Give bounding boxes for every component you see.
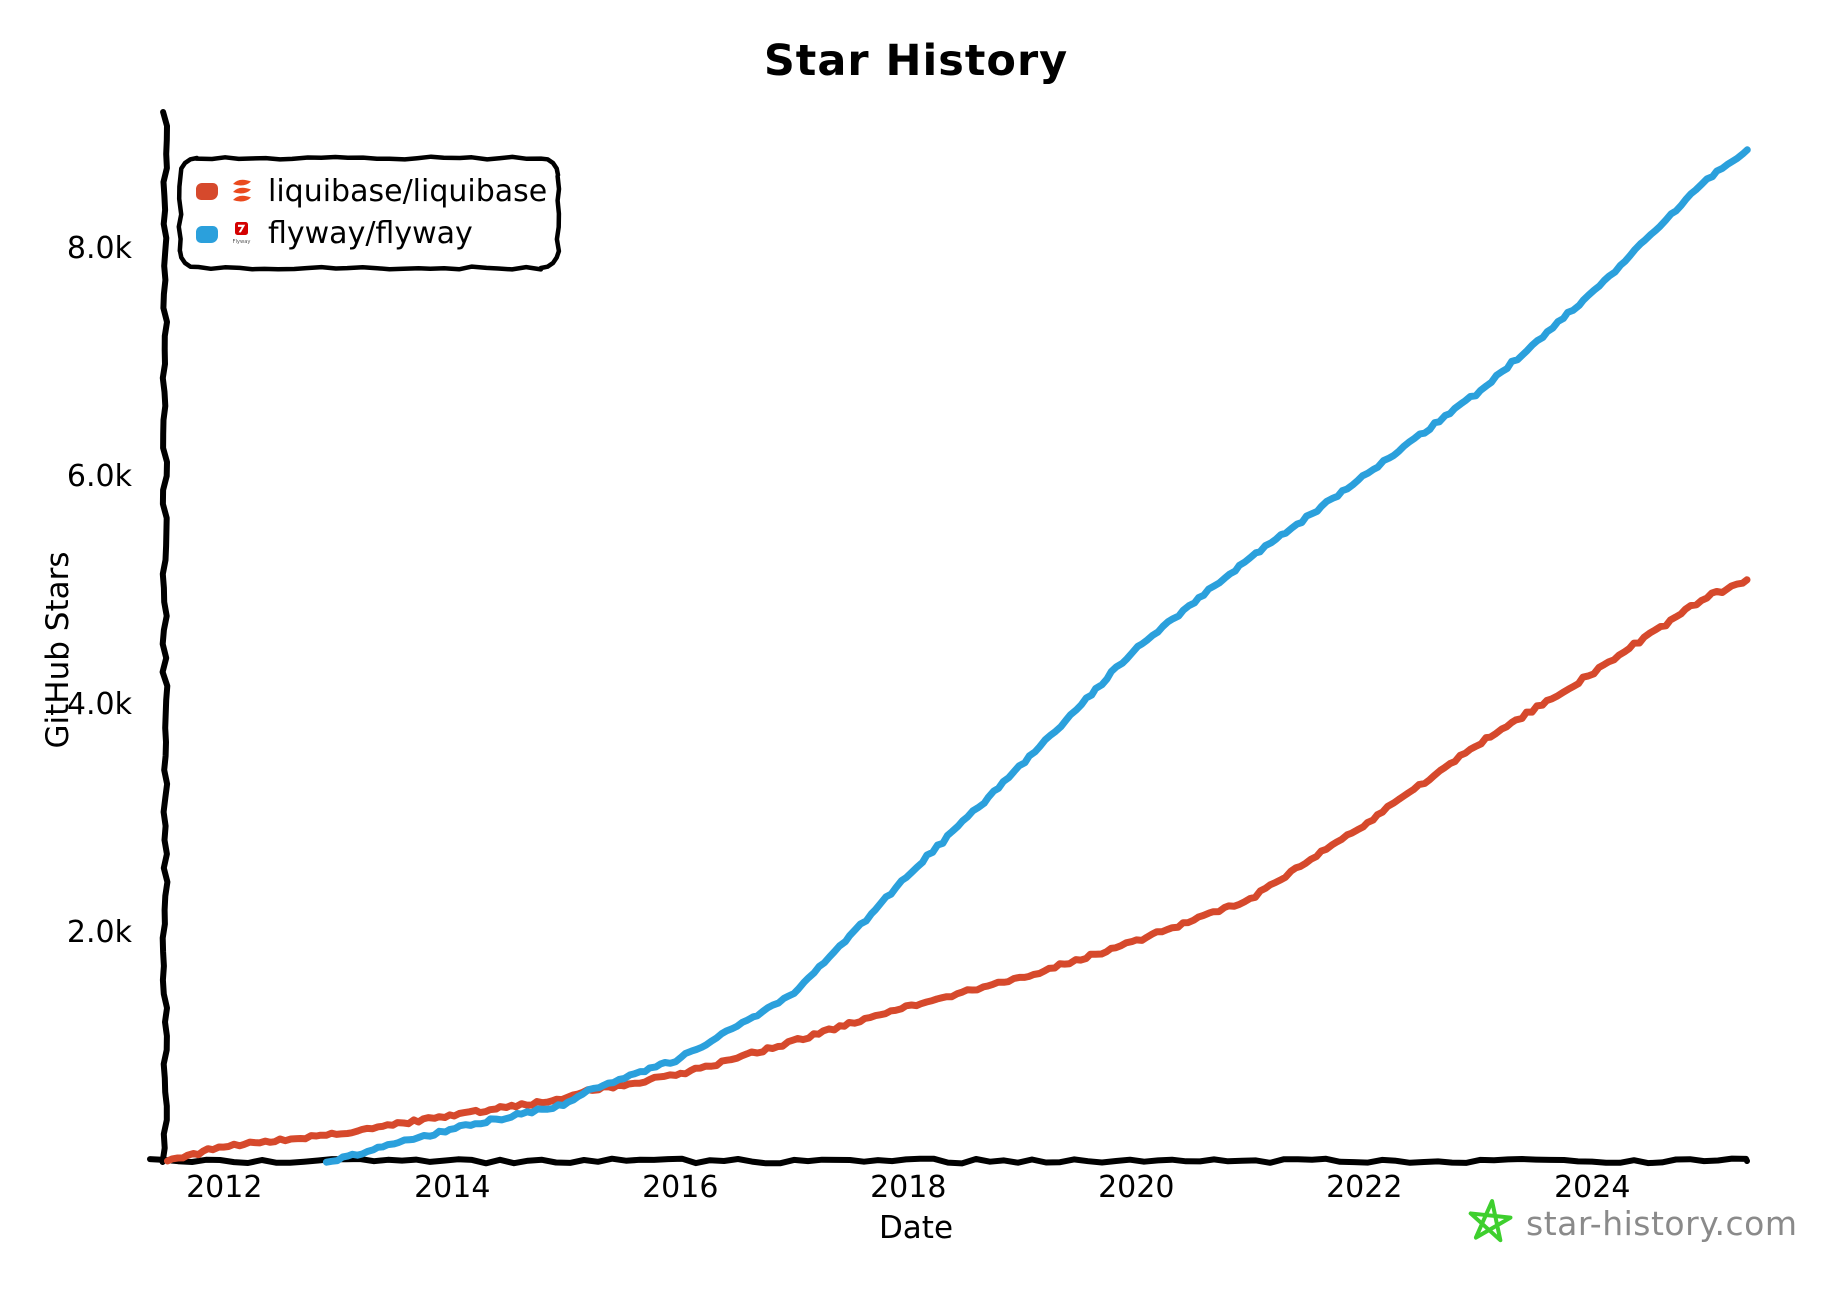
chart-title: Star History [763, 36, 1069, 86]
series-line-liquibase [164, 576, 1751, 1165]
x-tick-label: 2020 [1098, 1170, 1175, 1205]
x-tick-label: 2022 [1326, 1170, 1403, 1205]
liquibase-logo-icon [232, 178, 252, 205]
y-axis-label: GitHub Stars [40, 551, 76, 749]
watermark-text: star-history.com [1526, 1203, 1798, 1243]
flyway-color-swatch [196, 225, 218, 243]
legend: liquibase/liquibase Flyway flyway/flyway [180, 158, 558, 268]
x-tick-label: 2016 [642, 1170, 719, 1205]
flyway-logo-icon: Flyway [232, 222, 252, 246]
x-tick-label: 2014 [414, 1170, 491, 1205]
x-axis-line [147, 1155, 1750, 1167]
x-tick-label: 2024 [1554, 1170, 1631, 1205]
y-axis-line [159, 109, 171, 1165]
legend-label: flyway/flyway [268, 216, 473, 252]
x-axis-label: Date [878, 1210, 954, 1246]
legend-label: liquibase/liquibase [268, 173, 548, 209]
y-tick-label: 6.0k [66, 459, 132, 494]
legend-box [176, 154, 562, 272]
x-tick-label: 2012 [186, 1170, 263, 1205]
x-tick-label: 2018 [870, 1170, 947, 1205]
star-history-star-icon [1466, 1196, 1514, 1250]
watermark: star-history.com [1466, 1196, 1797, 1250]
y-tick-label: 2.0k [66, 915, 132, 950]
y-tick-label: 8.0k [66, 231, 132, 266]
series-line-flyway [322, 146, 1751, 1166]
legend-item-liquibase: liquibase/liquibase [196, 173, 548, 209]
y-tick-label: 4.0k [66, 687, 132, 722]
liquibase-color-swatch [196, 183, 218, 201]
legend-item-flyway: Flyway flyway/flyway [196, 219, 548, 249]
flyway-logo-text: Flyway [233, 239, 251, 245]
